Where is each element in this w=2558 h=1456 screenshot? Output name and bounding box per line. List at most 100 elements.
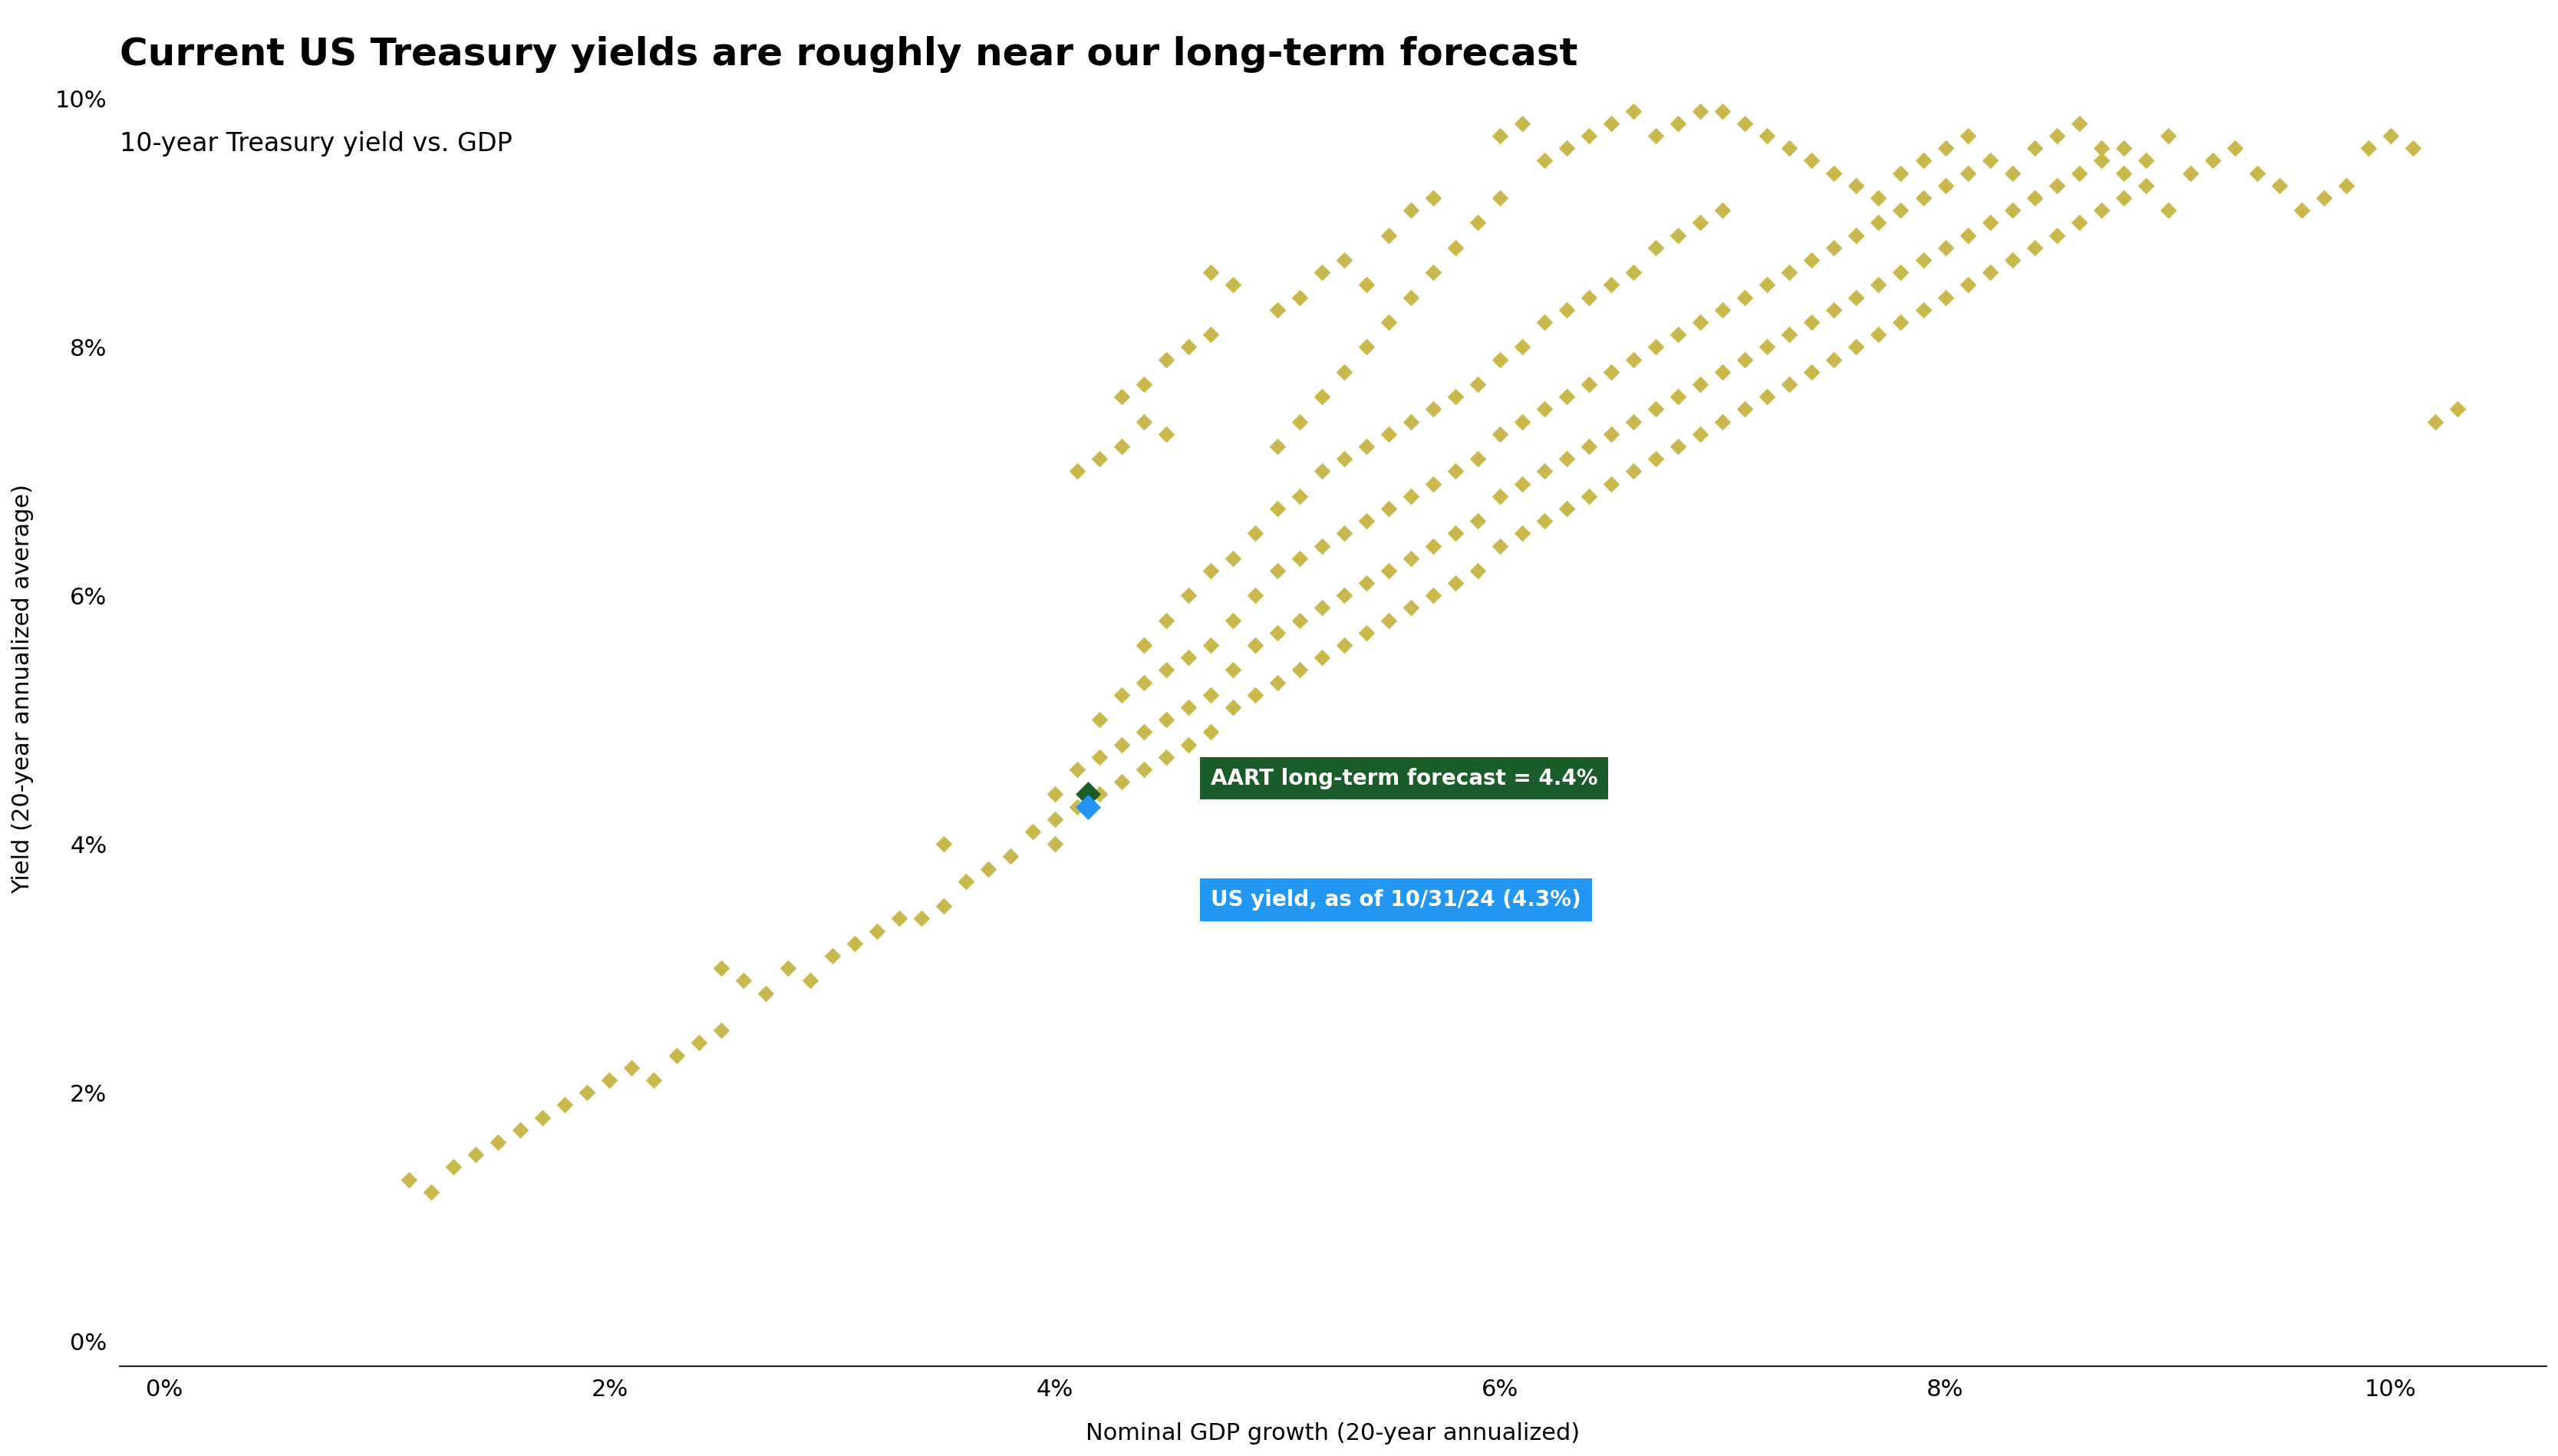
Point — [877, 907, 918, 930]
Point — [1412, 261, 1453, 284]
Point — [2215, 137, 2256, 160]
Point — [1681, 373, 1722, 396]
Point — [1591, 422, 1632, 446]
Point — [1325, 521, 1366, 545]
Point — [1279, 411, 1320, 434]
Point — [1123, 671, 1164, 695]
Point — [2392, 137, 2433, 160]
Point — [1435, 521, 1476, 545]
Point — [1369, 422, 1409, 446]
Point — [1502, 112, 1542, 135]
Point — [1947, 162, 1988, 185]
Point — [1814, 298, 1855, 322]
Point — [1302, 534, 1343, 558]
Point — [655, 1044, 696, 1067]
Point — [1146, 745, 1187, 769]
Point — [1681, 422, 1722, 446]
Point — [2282, 198, 2323, 221]
Point — [432, 1156, 473, 1179]
Point — [1701, 198, 1742, 221]
Point — [701, 957, 742, 980]
Point — [1479, 485, 1519, 508]
Point — [1346, 274, 1386, 297]
Point — [1279, 285, 1320, 309]
Point — [1568, 285, 1609, 309]
Point — [2192, 149, 2233, 172]
Point — [1346, 571, 1386, 594]
Point — [1189, 721, 1230, 744]
Point — [2126, 173, 2167, 197]
Point — [1681, 211, 1722, 234]
Point — [2059, 211, 2100, 234]
Point — [1302, 261, 1343, 284]
Point — [1169, 732, 1210, 756]
Point — [545, 1093, 586, 1117]
Text: 10-year Treasury yield vs. GDP: 10-year Treasury yield vs. GDP — [120, 131, 512, 156]
Point — [1146, 348, 1187, 371]
Point — [1212, 658, 1253, 681]
Point — [2126, 149, 2167, 172]
Point — [1479, 422, 1519, 446]
Point — [857, 919, 898, 942]
Point — [1880, 162, 1921, 185]
Point — [1614, 411, 1655, 434]
Point — [1857, 211, 1898, 234]
Point — [1100, 683, 1141, 706]
Point — [1236, 633, 1276, 657]
Point — [1146, 609, 1187, 632]
Point — [1236, 584, 1276, 607]
Point — [1279, 609, 1320, 632]
Point — [1123, 411, 1164, 434]
Point — [1970, 211, 2011, 234]
Point — [499, 1118, 540, 1142]
Point — [1568, 435, 1609, 459]
Point — [1747, 384, 1788, 408]
Point — [1548, 496, 1589, 520]
Point — [1614, 261, 1655, 284]
Point — [701, 1019, 742, 1042]
Point — [1256, 435, 1297, 459]
Point — [1814, 162, 1855, 185]
Point — [1056, 795, 1097, 818]
Point — [1100, 770, 1141, 794]
Point — [522, 1105, 563, 1128]
Point — [1067, 795, 1108, 818]
Point — [1458, 211, 1499, 234]
Text: AART long-term forecast = 4.4%: AART long-term forecast = 4.4% — [1210, 767, 1599, 789]
Point — [1525, 460, 1565, 483]
Point — [946, 869, 987, 893]
Point — [1369, 224, 1409, 248]
Point — [1926, 173, 1967, 197]
Point — [1412, 472, 1453, 495]
Point — [1392, 198, 1432, 221]
Point — [1302, 597, 1343, 620]
Point — [1747, 274, 1788, 297]
Point — [1279, 485, 1320, 508]
Point — [2302, 186, 2343, 210]
Point — [1837, 173, 1878, 197]
Point — [1926, 285, 1967, 309]
Point — [1658, 435, 1699, 459]
Point — [1100, 435, 1141, 459]
X-axis label: Nominal GDP growth (20-year annualized): Nominal GDP growth (20-year annualized) — [1087, 1423, 1581, 1444]
Point — [1747, 124, 1788, 147]
Point — [2059, 112, 2100, 135]
Point — [1502, 335, 1542, 358]
Point — [1568, 485, 1609, 508]
Point — [1392, 411, 1432, 434]
Point — [2259, 173, 2300, 197]
Point — [2036, 173, 2077, 197]
Point — [1681, 99, 1722, 122]
Point — [1479, 124, 1519, 147]
Point — [1392, 546, 1432, 569]
Point — [967, 858, 1008, 881]
Point — [634, 1069, 675, 1092]
Point — [923, 833, 964, 856]
Point — [1635, 236, 1675, 259]
Point — [1591, 112, 1632, 135]
Point — [1658, 384, 1699, 408]
Point — [1302, 384, 1343, 408]
Point — [1392, 285, 1432, 309]
Text: US yield, as of 10/31/24 (4.3%): US yield, as of 10/31/24 (4.3%) — [1210, 890, 1581, 911]
Point — [1525, 310, 1565, 333]
